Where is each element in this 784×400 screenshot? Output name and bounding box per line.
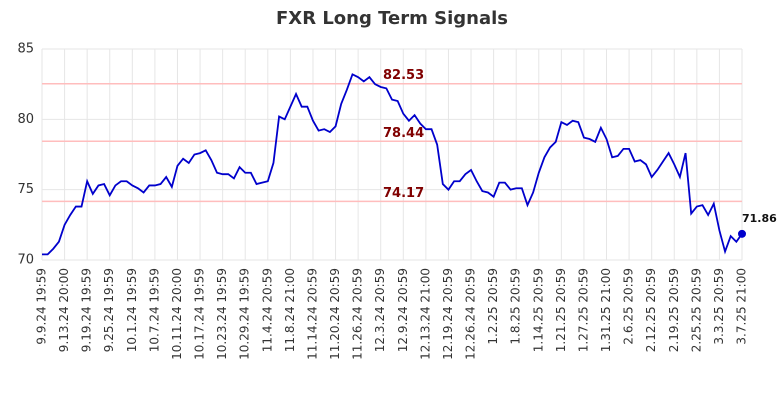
x-tick-label: 1.2.25 20:59 xyxy=(486,268,500,345)
x-tick-label: 11.4.24 20:59 xyxy=(260,268,274,352)
x-tick-label: 11.20.24 20:59 xyxy=(328,268,342,360)
x-tick-label: 1.8.25 20:59 xyxy=(509,268,523,345)
x-tick-label: 3.3.25 20:59 xyxy=(712,268,726,345)
y-tick-label: 80 xyxy=(17,112,34,127)
x-tick-label: 12.13.24 21:00 xyxy=(418,268,432,360)
end-point xyxy=(738,229,746,238)
x-tick-label: 1.21.25 20:59 xyxy=(554,268,568,352)
x-tick-label: 9.19.24 19:59 xyxy=(80,268,94,352)
x-tick-label: 10.17.24 19:59 xyxy=(193,268,207,360)
x-tick-label: 12.19.24 20:59 xyxy=(441,268,455,360)
x-tick-label: 12.3.24 20:59 xyxy=(373,268,387,352)
x-tick-label: 10.1.24 19:59 xyxy=(125,268,139,352)
x-tick-label: 3.7.25 21:00 xyxy=(735,268,749,345)
end-label: 71.86 xyxy=(742,212,777,225)
x-tick-label: 1.31.25 21:00 xyxy=(599,268,613,352)
line xyxy=(42,73,743,256)
x-tick-label: 1.27.25 20:59 xyxy=(576,268,590,352)
x-tick-label: 1.14.25 20:59 xyxy=(531,268,545,352)
x-tick-label: 2.12.25 20:59 xyxy=(644,268,658,352)
reference-label: 78.44 xyxy=(383,126,424,141)
y-tick-label: 70 xyxy=(17,253,34,268)
reference-label: 82.53 xyxy=(383,68,424,83)
x-tick-label: 9.25.24 19:59 xyxy=(102,268,116,352)
chart-title: FXR Long Term Signals xyxy=(276,8,508,29)
x-tick-label: 2.6.25 20:59 xyxy=(622,268,636,345)
y-tick-label: 75 xyxy=(17,182,34,197)
y-tick-label: 85 xyxy=(17,42,34,57)
x-tick-label: 10.11.24 20:00 xyxy=(170,268,184,360)
x-tick-label: 12.9.24 20:59 xyxy=(396,268,410,352)
x-tick-label: 9.9.24 19:59 xyxy=(35,268,49,345)
x-tick-label: 2.25.25 20:59 xyxy=(689,268,703,352)
x-tick-label: 10.7.24 19:59 xyxy=(147,268,161,352)
x-tick-label: 2.19.25 20:59 xyxy=(667,268,681,352)
x-tick-label: 11.26.24 20:59 xyxy=(351,268,365,360)
reference-label: 74.17 xyxy=(383,186,424,201)
x-tick-label: 10.29.24 19:59 xyxy=(238,268,252,360)
x-tick-label: 11.14.24 20:59 xyxy=(305,268,319,360)
x-tick-label: 9.13.24 20:00 xyxy=(57,268,71,352)
x-tick-label: 12.26.24 20:59 xyxy=(464,268,478,360)
x-tick-label: 11.8.24 21:00 xyxy=(283,268,297,352)
x-tick-label: 10.23.24 19:59 xyxy=(215,268,229,360)
